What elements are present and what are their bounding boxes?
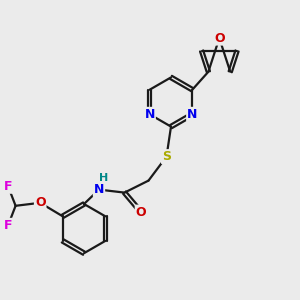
Text: F: F xyxy=(4,180,12,193)
Text: N: N xyxy=(187,108,197,121)
Text: N: N xyxy=(94,183,104,196)
Text: N: N xyxy=(145,108,155,121)
Text: O: O xyxy=(35,196,46,209)
Text: O: O xyxy=(136,206,146,219)
Text: O: O xyxy=(214,32,225,45)
Text: F: F xyxy=(4,219,12,232)
Text: S: S xyxy=(162,150,171,163)
Text: H: H xyxy=(99,173,108,183)
